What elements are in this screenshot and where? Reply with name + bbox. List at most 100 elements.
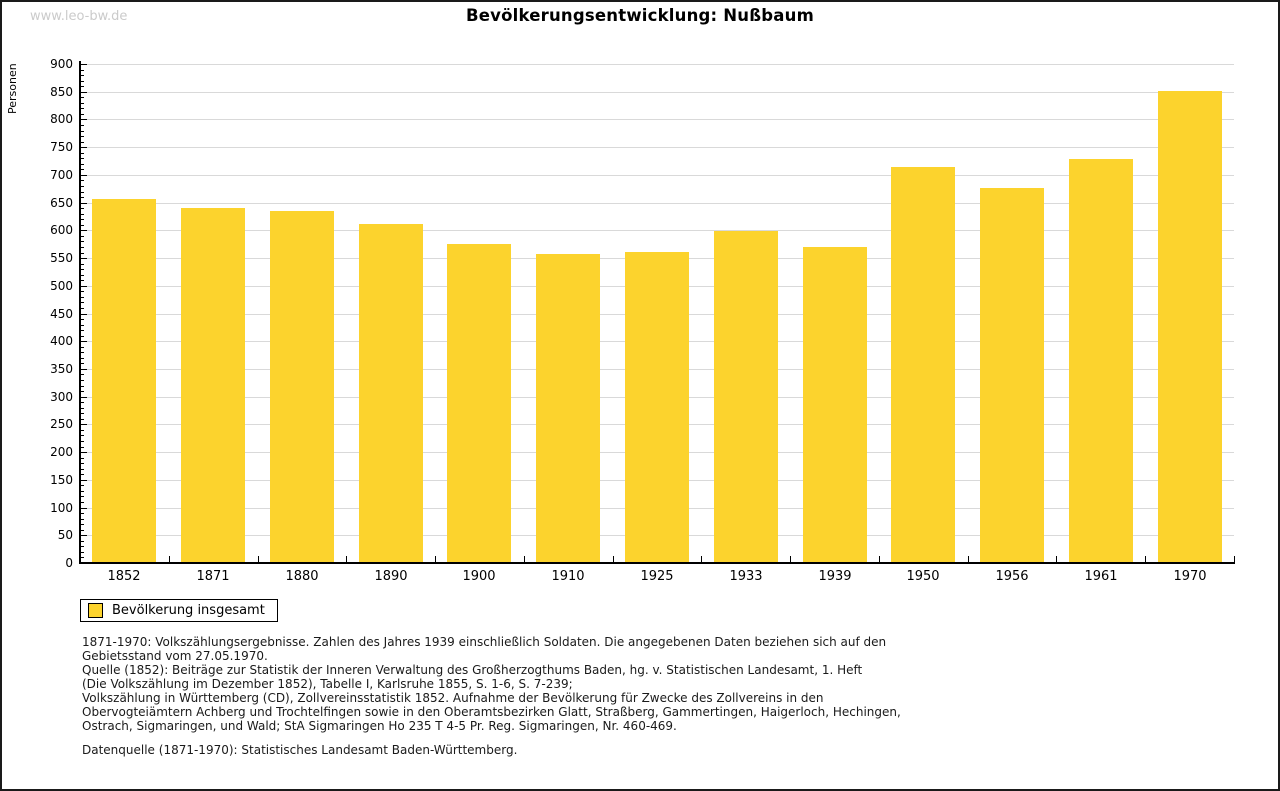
y-tick-label: 150	[50, 473, 73, 487]
y-tick-label: 400	[50, 334, 73, 348]
y-minor-tick	[80, 380, 84, 381]
y-minor-tick	[80, 302, 84, 303]
y-minor-tick	[80, 524, 84, 525]
legend-box: Bevölkerung insgesamt	[80, 599, 278, 622]
y-tick-label: 200	[50, 445, 73, 459]
y-major-tick	[80, 480, 87, 481]
y-minor-tick	[80, 291, 84, 292]
y-tick-label: 450	[50, 307, 73, 321]
bar	[1158, 91, 1222, 563]
y-minor-tick	[80, 496, 84, 497]
y-major-tick	[80, 203, 87, 204]
x-tick-label: 1950	[906, 569, 940, 584]
y-minor-tick	[80, 180, 84, 181]
y-minor-tick	[80, 413, 84, 414]
y-minor-tick	[80, 136, 84, 137]
x-tick	[701, 556, 702, 562]
x-tick	[613, 556, 614, 562]
y-major-tick	[80, 535, 87, 536]
y-minor-tick	[80, 325, 84, 326]
y-major-tick	[80, 508, 87, 509]
y-axis-line	[79, 61, 81, 564]
y-minor-tick	[80, 441, 84, 442]
y-minor-tick	[80, 308, 84, 309]
y-minor-tick	[80, 125, 84, 126]
y-minor-tick	[80, 114, 84, 115]
y-minor-tick	[80, 363, 84, 364]
y-minor-tick	[80, 336, 84, 337]
y-minor-tick	[80, 463, 84, 464]
y-major-tick	[80, 119, 87, 120]
bar	[447, 244, 511, 563]
datasource-line: Datenquelle (1871-1970): Statistisches L…	[82, 743, 518, 757]
y-tick-label: 750	[50, 140, 73, 154]
x-tick-label: 1852	[107, 569, 141, 584]
x-tick	[346, 556, 347, 562]
y-minor-tick	[80, 374, 84, 375]
x-tick	[80, 556, 81, 562]
y-minor-tick	[80, 491, 84, 492]
y-minor-tick	[80, 402, 84, 403]
y-minor-tick	[80, 347, 84, 348]
y-tick-label: 350	[50, 362, 73, 376]
y-minor-tick	[80, 469, 84, 470]
x-tick	[1234, 556, 1235, 562]
gridline	[80, 119, 1234, 120]
y-major-tick	[80, 314, 87, 315]
watermark: www.leo-bw.de	[30, 9, 128, 24]
y-minor-tick	[80, 430, 84, 431]
y-minor-tick	[80, 70, 84, 71]
bar	[1069, 159, 1133, 563]
y-minor-tick	[80, 225, 84, 226]
y-minor-tick	[80, 247, 84, 248]
y-minor-tick	[80, 435, 84, 436]
y-minor-tick	[80, 169, 84, 170]
x-tick-label: 1900	[462, 569, 496, 584]
y-minor-tick	[80, 546, 84, 547]
x-tick-label: 1956	[995, 569, 1029, 584]
gridline	[80, 175, 1234, 176]
gridline	[80, 64, 1234, 65]
y-major-tick	[80, 369, 87, 370]
y-tick-label: 800	[50, 112, 73, 126]
bar	[359, 224, 423, 563]
x-tick-label: 1925	[640, 569, 674, 584]
y-major-tick	[80, 341, 87, 342]
x-tick-label: 1970	[1173, 569, 1207, 584]
y-major-tick	[80, 64, 87, 65]
bar	[803, 247, 867, 563]
y-minor-tick	[80, 386, 84, 387]
y-minor-tick	[80, 86, 84, 87]
bar	[181, 208, 245, 563]
y-minor-tick	[80, 319, 84, 320]
y-minor-tick	[80, 264, 84, 265]
y-minor-tick	[80, 269, 84, 270]
y-tick-label: 900	[50, 57, 73, 71]
bar	[714, 231, 778, 563]
x-tick-label: 1871	[196, 569, 230, 584]
x-tick	[790, 556, 791, 562]
y-major-tick	[80, 424, 87, 425]
y-minor-tick	[80, 419, 84, 420]
y-minor-tick	[80, 108, 84, 109]
legend-label: Bevölkerung insgesamt	[112, 603, 265, 618]
gridline	[80, 230, 1234, 231]
x-tick-label: 1880	[285, 569, 319, 584]
y-major-tick	[80, 147, 87, 148]
y-major-tick	[80, 397, 87, 398]
page-title: Bevölkerungsentwicklung: Nußbaum	[466, 6, 814, 25]
y-minor-tick	[80, 241, 84, 242]
y-minor-tick	[80, 557, 84, 558]
y-minor-tick	[80, 75, 84, 76]
y-minor-tick	[80, 158, 84, 159]
y-major-tick	[80, 230, 87, 231]
footnote-lines: 1871-1970: Volkszählungsergebnisse. Zahl…	[82, 635, 901, 733]
y-tick-label: 250	[50, 417, 73, 431]
x-tick-label: 1890	[374, 569, 408, 584]
x-tick	[1056, 556, 1057, 562]
y-minor-tick	[80, 352, 84, 353]
x-tick	[879, 556, 880, 562]
x-tick-label: 1910	[551, 569, 585, 584]
y-tick-label: 850	[50, 85, 73, 99]
y-major-tick	[80, 92, 87, 93]
